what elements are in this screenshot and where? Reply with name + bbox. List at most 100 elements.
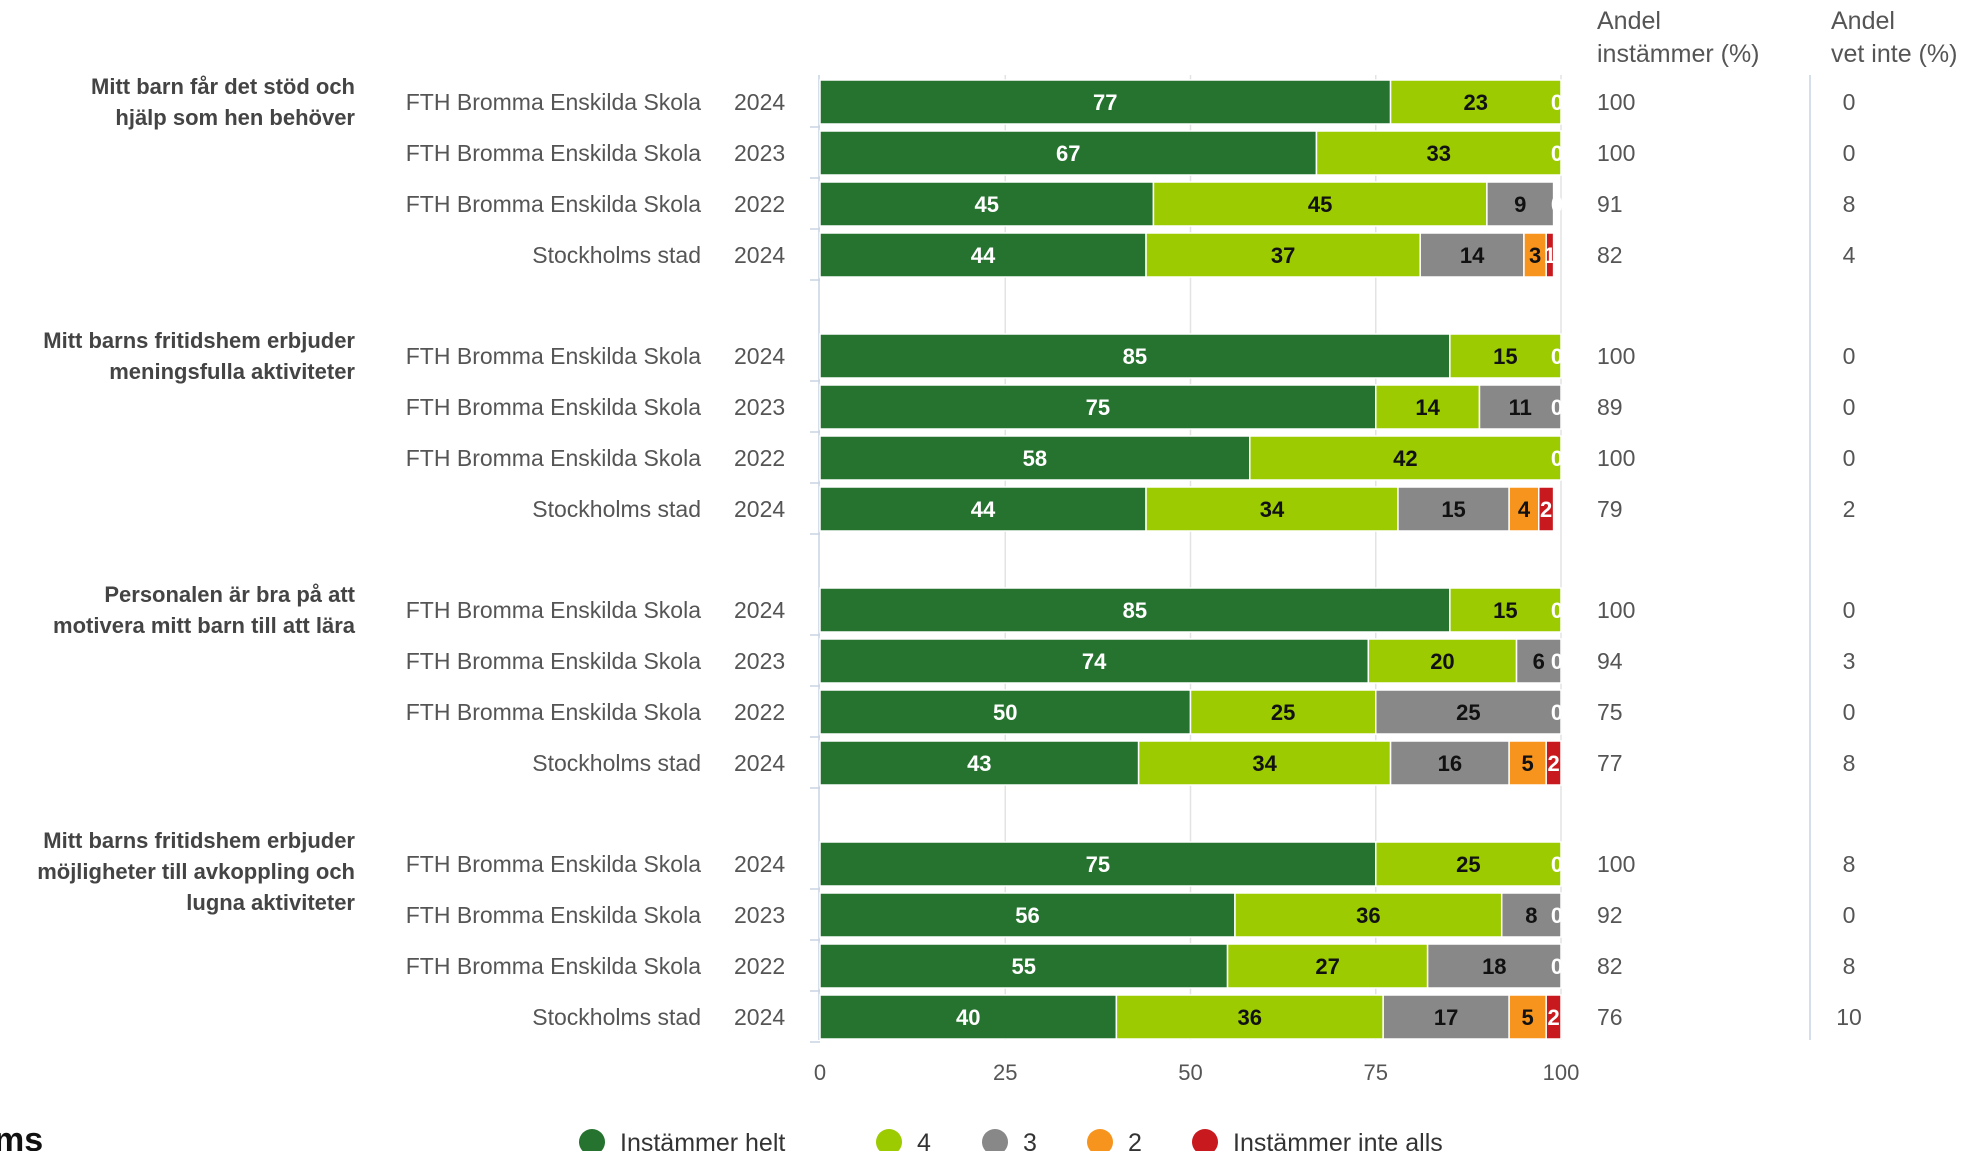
legend-label: 4 bbox=[917, 1129, 931, 1151]
bar-data-label: 45 bbox=[1308, 192, 1332, 217]
bar-data-label: 34 bbox=[1260, 497, 1285, 522]
bar-segment bbox=[1234, 892, 1503, 938]
bar-data-label: 17 bbox=[1434, 1005, 1458, 1030]
bar-segment bbox=[1152, 181, 1488, 227]
bar-segment bbox=[819, 638, 1370, 684]
bar-data-label-zero: 0 bbox=[1551, 954, 1563, 979]
row-unit-label: FTH Bromma Enskilda Skola bbox=[406, 699, 701, 725]
bar-data-label-zero: 0 bbox=[1551, 903, 1563, 928]
row-year-label: 2023 bbox=[734, 140, 785, 166]
bar-data-label: 5 bbox=[1522, 751, 1534, 776]
dont-know-value: 0 bbox=[1843, 902, 1856, 928]
agree-value: 82 bbox=[1597, 242, 1623, 268]
bar-data-label-zero: 0 bbox=[1551, 446, 1563, 471]
dont-know-value: 2 bbox=[1843, 496, 1856, 522]
bar-data-label: 36 bbox=[1356, 903, 1380, 928]
bar-segment bbox=[819, 130, 1318, 176]
bar-data-label: 85 bbox=[1123, 344, 1147, 369]
bar-data-label: 34 bbox=[1252, 751, 1277, 776]
bar-segment bbox=[819, 333, 1451, 379]
x-axis: 0 25 50 75 100 bbox=[814, 1060, 1579, 1085]
agree-value: 100 bbox=[1597, 445, 1635, 471]
bar-data-label: 25 bbox=[1271, 700, 1295, 725]
bar-segment bbox=[1367, 638, 1518, 684]
dont-know-value: 0 bbox=[1843, 445, 1856, 471]
bar-data-label: 56 bbox=[1015, 903, 1039, 928]
bar-segment bbox=[819, 740, 1140, 786]
bar-segment bbox=[1249, 435, 1562, 481]
bar-segment bbox=[1397, 486, 1510, 532]
bar-data-label: 44 bbox=[971, 497, 996, 522]
bar-segment bbox=[1545, 232, 1555, 278]
bar-data-label: 2 bbox=[1547, 751, 1559, 776]
agree-value: 82 bbox=[1597, 953, 1623, 979]
bar-segment bbox=[1538, 486, 1555, 532]
bar-segment bbox=[1545, 740, 1562, 786]
bar-segment bbox=[819, 435, 1251, 481]
bar-data-label: 37 bbox=[1271, 243, 1295, 268]
bar-data-label-zero: 0 bbox=[1551, 344, 1563, 369]
x-tick-label: 0 bbox=[814, 1060, 826, 1085]
chart-rows: FTH Bromma Enskilda Skola 2024 FTH Bromma … bbox=[406, 89, 786, 1030]
bar-data-label-zero: 0 bbox=[1551, 395, 1563, 420]
question-label: lugna aktiviteter bbox=[186, 890, 355, 915]
row-year-label: 2024 bbox=[734, 242, 785, 268]
bar-data-label: 15 bbox=[1493, 344, 1517, 369]
question-label: Mitt barns fritidshem erbjuder bbox=[43, 828, 355, 853]
question-label: meningsfulla aktiviteter bbox=[109, 359, 355, 384]
bar-segment bbox=[1145, 486, 1399, 532]
bar-data-label: 45 bbox=[974, 192, 998, 217]
legend-label: 3 bbox=[1023, 1129, 1037, 1151]
question-labels: Mitt barn får det stöd och hjälp som hen … bbox=[37, 74, 356, 915]
bar-segment bbox=[1515, 638, 1562, 684]
row-year-label: 2023 bbox=[734, 648, 785, 674]
row-unit-label: FTH Bromma Enskilda Skola bbox=[406, 89, 701, 115]
bar-data-label: 36 bbox=[1238, 1005, 1262, 1030]
bar-data-label: 74 bbox=[1082, 649, 1107, 674]
agree-value: 94 bbox=[1597, 648, 1623, 674]
bar-segment bbox=[1375, 689, 1562, 735]
bar-segment bbox=[1486, 181, 1555, 227]
x-tick-label: 25 bbox=[993, 1060, 1017, 1085]
row-year-label: 2022 bbox=[734, 953, 785, 979]
agree-value: 76 bbox=[1597, 1004, 1623, 1030]
question-label: motivera mitt barn till att lära bbox=[53, 613, 356, 638]
row-year-label: 2024 bbox=[734, 496, 785, 522]
bar-segment bbox=[819, 79, 1392, 125]
bar-segment bbox=[819, 689, 1192, 735]
row-unit-label: FTH Bromma Enskilda Skola bbox=[406, 902, 701, 928]
agree-value: 75 bbox=[1597, 699, 1623, 725]
bar-data-label: 77 bbox=[1093, 90, 1117, 115]
dont-know-value: 0 bbox=[1843, 140, 1856, 166]
dont-know-value: 0 bbox=[1843, 343, 1856, 369]
legend-marker bbox=[982, 1129, 1008, 1151]
bar-data-label: 18 bbox=[1482, 954, 1506, 979]
bar-data-label: 4 bbox=[1518, 497, 1531, 522]
dont-know-column-header: Andel bbox=[1831, 7, 1895, 35]
bar-segment bbox=[1419, 232, 1525, 278]
bar-data-label: 27 bbox=[1315, 954, 1339, 979]
dont-know-value: 0 bbox=[1843, 89, 1856, 115]
dont-know-column-header: vet inte (%) bbox=[1831, 40, 1957, 68]
row-year-label: 2024 bbox=[734, 1004, 785, 1030]
bar-segment bbox=[819, 892, 1236, 938]
bar-segment bbox=[1389, 79, 1562, 125]
bar-data-label: 50 bbox=[993, 700, 1017, 725]
bar-segment bbox=[1478, 384, 1562, 430]
agree-value: 100 bbox=[1597, 343, 1635, 369]
bar-segment bbox=[1449, 333, 1562, 379]
bar-data-label-zero: 0 bbox=[1551, 700, 1563, 725]
bar-data-label: 44 bbox=[971, 243, 996, 268]
row-year-label: 2024 bbox=[734, 89, 785, 115]
bar-segment bbox=[1508, 994, 1547, 1040]
bar-segment bbox=[1508, 740, 1547, 786]
row-unit-label: Stockholms stad bbox=[532, 750, 701, 776]
question-label: möjligheter till avkoppling och bbox=[37, 859, 355, 884]
bar-data-label: 15 bbox=[1441, 497, 1465, 522]
bar-data-label: 75 bbox=[1086, 852, 1110, 877]
row-unit-label: Stockholms stad bbox=[532, 1004, 701, 1030]
bar-data-label-zero: 0 bbox=[1551, 192, 1563, 217]
bar-segment bbox=[1315, 130, 1562, 176]
dont-know-value: 10 bbox=[1836, 1004, 1862, 1030]
bar-segment bbox=[1500, 892, 1562, 938]
